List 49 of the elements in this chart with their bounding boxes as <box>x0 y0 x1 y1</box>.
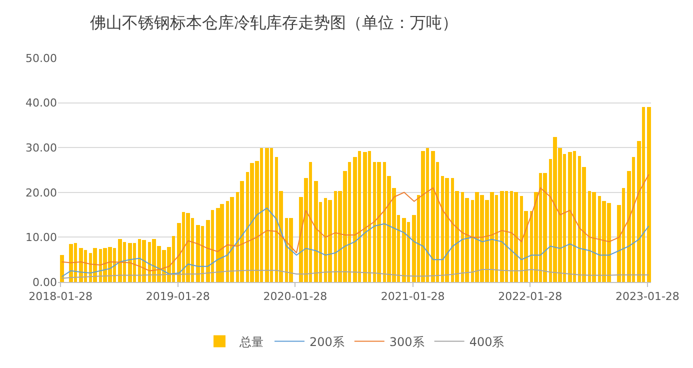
bar <box>421 151 425 282</box>
x-tick-label: 2019-01-28 <box>146 290 210 304</box>
legend-label: 300系 <box>389 334 424 349</box>
bar <box>402 218 406 282</box>
bar <box>60 255 64 282</box>
x-tick-label: 2020-01-28 <box>263 290 328 304</box>
x-tick-label: 2023-01-28 <box>615 290 680 304</box>
y-tick-label: 50.00 <box>26 52 57 65</box>
y-tick-label: 0.00 <box>32 276 57 289</box>
y-tick-label: 30.00 <box>26 141 57 154</box>
bar <box>230 197 234 282</box>
bar <box>377 162 381 282</box>
bar <box>647 107 651 282</box>
bar <box>216 208 220 282</box>
line-series <box>61 208 650 278</box>
bar <box>500 191 504 282</box>
bar <box>69 244 73 282</box>
legend-label: 200系 <box>310 334 344 349</box>
bar <box>363 152 367 282</box>
x-tick-label: 2018-01-28 <box>28 290 93 304</box>
legend-label: 总量 <box>238 334 264 349</box>
bar <box>592 192 596 282</box>
y-tick-label: 20.00 <box>26 186 57 200</box>
bar <box>93 248 97 282</box>
bar <box>186 213 190 282</box>
bar <box>142 240 146 282</box>
line-series <box>61 174 650 272</box>
x-tick-label: 2021-01-28 <box>380 290 445 304</box>
bar <box>289 218 293 282</box>
bar <box>514 192 518 282</box>
bar <box>445 178 449 282</box>
bar <box>220 204 224 282</box>
bar <box>196 225 200 282</box>
x-tick-label: 2022-01-28 <box>498 290 562 304</box>
line-series <box>61 268 650 279</box>
bar <box>431 151 435 282</box>
bar <box>240 181 244 282</box>
legend-label: 400系 <box>469 334 504 349</box>
chart-title: 佛山不锈钢标本仓库冷轧库存走势图（单位：万吨） <box>90 12 458 32</box>
bar <box>128 243 132 282</box>
y-tick-label: 10.00 <box>26 231 57 244</box>
bar <box>543 173 547 282</box>
bar <box>79 248 83 282</box>
bar <box>328 200 332 282</box>
bar <box>314 181 318 282</box>
bar <box>265 148 269 282</box>
y-tick-label: 40.00 <box>26 96 57 110</box>
bar <box>568 152 572 282</box>
bar <box>118 239 122 282</box>
